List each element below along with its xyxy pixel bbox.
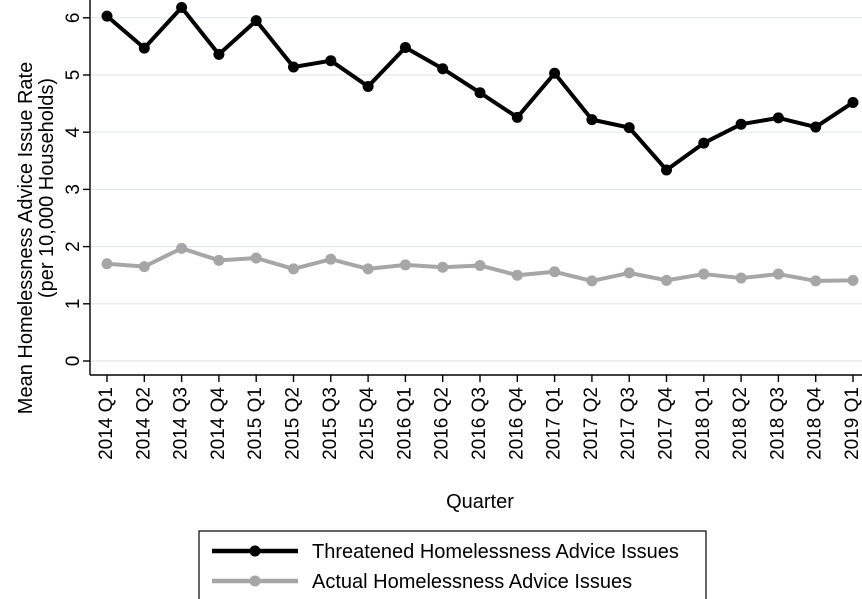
x-tick-label: 2014 Q1 (96, 387, 117, 460)
legend: Threatened Homelessness Advice Issues Ac… (198, 530, 707, 599)
x-tick-label: 2015 Q1 (245, 387, 266, 460)
x-tick-label: 2016 Q1 (394, 387, 415, 460)
data-point-1 (288, 263, 299, 275)
data-point-1 (661, 274, 672, 286)
x-tick-label: 2017 Q2 (581, 387, 602, 460)
data-point-0 (138, 42, 150, 54)
x-tick-label: 2017 Q4 (656, 387, 677, 460)
data-point-1 (213, 254, 225, 266)
data-point-1 (437, 261, 449, 273)
data-point-1 (549, 266, 561, 278)
data-point-1 (325, 253, 337, 265)
y-tick-label: 3 (63, 184, 84, 195)
legend-swatch-marker-threatened (249, 545, 261, 557)
y-axis-title-line2: (per 10,000 Households) (36, 78, 58, 298)
x-tick-label: 2018 Q2 (730, 387, 751, 460)
y-tick-label: 4 (63, 126, 84, 137)
x-tick-label: 2019 Q1 (842, 387, 862, 460)
data-point-0 (213, 48, 225, 60)
data-point-1 (176, 242, 188, 254)
data-point-1 (847, 274, 859, 286)
legend-label-threatened: Threatened Homelessness Advice Issues (312, 541, 679, 563)
x-tick-label: 2014 Q3 (171, 387, 192, 460)
x-tick-label: 2016 Q2 (432, 387, 453, 460)
data-point-0 (325, 55, 337, 67)
y-tick-label: 6 (63, 13, 84, 24)
data-point-1 (474, 259, 486, 271)
data-point-0 (847, 96, 859, 108)
x-tick-label: 2018 Q3 (767, 387, 788, 460)
x-tick-label: 2014 Q2 (133, 387, 154, 460)
y-axis: 0 1 2 3 4 5 6 (63, 0, 91, 375)
x-tick-label: 2018 Q1 (693, 387, 714, 460)
gridlines (90, 17, 862, 362)
data-point-0 (474, 87, 486, 99)
x-tick-label: 2016 Q4 (506, 387, 527, 460)
data-point-1 (138, 261, 150, 273)
data-point-0 (810, 121, 822, 133)
y-axis-title-line1: Mean Homelessness Advice Issue Rate (15, 62, 37, 414)
x-axis-title: Quarter (446, 491, 514, 513)
data-point-0 (250, 15, 262, 27)
data-point-0 (586, 114, 598, 126)
data-point-1 (511, 269, 523, 281)
data-point-0 (735, 118, 747, 130)
data-point-1 (698, 268, 710, 280)
data-point-1 (399, 259, 411, 271)
x-tick-label: 2015 Q2 (283, 387, 304, 460)
data-point-0 (399, 42, 411, 54)
data-point-0 (288, 61, 299, 73)
data-point-0 (101, 10, 113, 22)
legend-box (198, 530, 707, 599)
data-point-1 (250, 252, 262, 264)
y-tick-label: 0 (63, 356, 84, 367)
data-point-0 (772, 112, 784, 124)
x-tick-label: 2017 Q1 (544, 387, 565, 460)
series-group (101, 2, 859, 287)
data-point-0 (661, 164, 672, 176)
legend-swatch-marker-actual (249, 575, 261, 587)
data-point-0 (437, 63, 449, 75)
data-point-0 (698, 137, 710, 149)
data-point-1 (735, 272, 747, 284)
y-tick-label: 2 (63, 241, 84, 252)
legend-label-actual: Actual Homelessness Advice Issues (312, 571, 632, 593)
data-point-1 (362, 263, 374, 275)
data-point-0 (623, 122, 635, 134)
data-point-1 (810, 275, 822, 287)
x-tick-label: 2016 Q3 (469, 387, 490, 460)
y-tick-label: 1 (63, 299, 84, 310)
data-point-0 (511, 111, 523, 123)
x-axis: 2014 Q1 2014 Q2 2014 Q3 2014 Q4 2015 Q1 2015 … (90, 374, 862, 460)
x-tick-label: 2017 Q3 (618, 387, 639, 460)
x-tick-label: 2014 Q4 (208, 387, 229, 460)
x-tick-label: 2018 Q4 (805, 387, 826, 460)
data-point-0 (549, 67, 561, 79)
y-tick-label: 5 (63, 70, 84, 81)
x-tick-label: 2015 Q4 (357, 387, 378, 460)
data-point-1 (101, 258, 113, 270)
data-point-1 (623, 267, 635, 279)
data-point-0 (362, 80, 374, 92)
data-point-1 (586, 275, 598, 287)
x-tick-label: 2015 Q3 (320, 387, 341, 460)
data-point-0 (176, 2, 188, 14)
data-point-1 (772, 268, 784, 280)
